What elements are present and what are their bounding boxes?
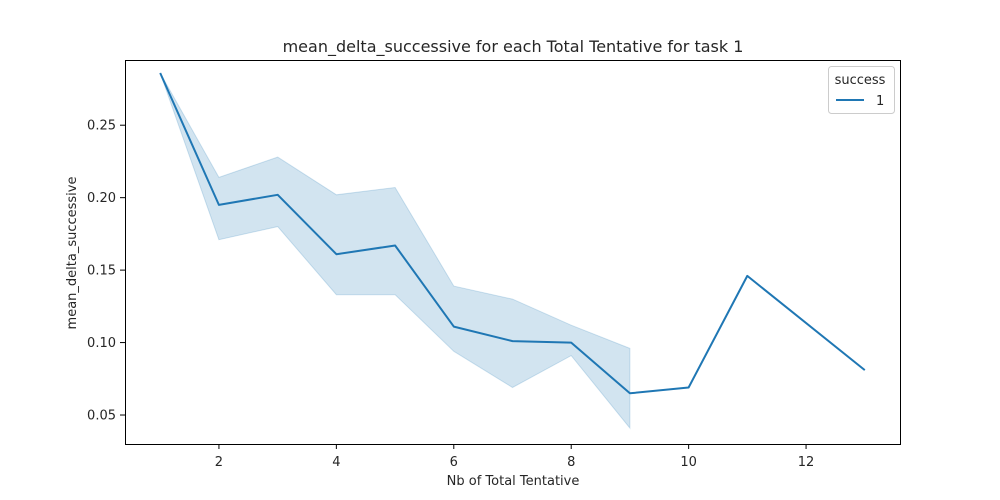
x-tick-label: 2 xyxy=(215,455,223,470)
y-tick-label: 0.10 xyxy=(87,336,116,351)
y-tick-label: 0.05 xyxy=(87,409,116,424)
x-axis-label: Nb of Total Tentative xyxy=(447,474,580,489)
legend-title: success xyxy=(835,73,886,88)
x-tick-label: 12 xyxy=(798,455,815,470)
y-tick-label: 0.15 xyxy=(87,264,116,279)
y-tick-label: 0.25 xyxy=(87,119,116,134)
chart-title: mean_delta_successive for each Total Ten… xyxy=(283,37,744,57)
x-tick-label: 4 xyxy=(332,455,340,470)
x-tick-label: 10 xyxy=(680,455,697,470)
confidence-band-layer xyxy=(159,72,631,430)
legend: success 1 xyxy=(828,66,895,114)
y-axis: 0.05 0.10 0.15 0.20 0.25 xyxy=(87,119,125,424)
confidence-band xyxy=(159,72,631,430)
x-tick-label: 6 xyxy=(450,455,458,470)
legend-entry-label: 1 xyxy=(876,94,884,109)
y-axis-label: mean_delta_successive xyxy=(65,177,80,330)
series-line-0 xyxy=(159,72,866,395)
legend-box xyxy=(828,66,895,114)
x-axis: 2 4 6 8 10 12 xyxy=(215,444,815,470)
plot-frame xyxy=(125,60,901,445)
y-tick-label: 0.20 xyxy=(87,191,116,206)
x-tick-label: 8 xyxy=(567,455,575,470)
series-line-layer xyxy=(159,72,866,395)
